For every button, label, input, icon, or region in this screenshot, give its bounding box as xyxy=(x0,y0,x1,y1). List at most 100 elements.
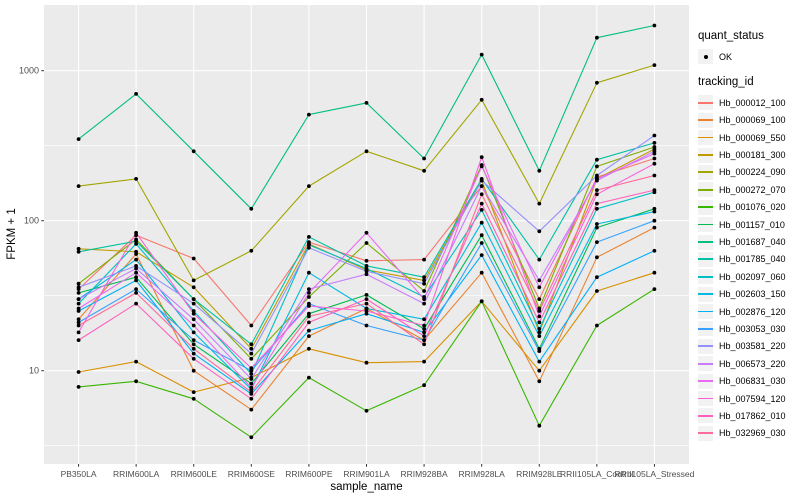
data-point xyxy=(652,188,657,193)
data-point xyxy=(76,281,81,286)
data-point xyxy=(307,243,311,247)
data-point xyxy=(422,327,426,331)
point-key-icon xyxy=(698,49,713,64)
data-point xyxy=(479,299,484,304)
data-point xyxy=(479,208,484,212)
data-point xyxy=(479,184,484,189)
data-point xyxy=(479,201,484,206)
line-key-icon xyxy=(698,182,713,198)
data-point xyxy=(249,435,254,440)
data-point xyxy=(134,264,139,268)
data-point xyxy=(422,330,426,335)
data-point xyxy=(364,301,369,306)
data-point xyxy=(364,258,369,263)
legend-entry: Hb_000012_100 xyxy=(698,95,798,111)
data-point xyxy=(595,240,599,245)
data-point xyxy=(479,155,484,160)
legend-entry: Hb_000181_300 xyxy=(698,147,798,163)
legend-entry: Hb_000272_070 xyxy=(698,182,798,198)
data-point xyxy=(422,275,426,280)
data-point xyxy=(134,301,139,306)
legend-label: Hb_006573_220 xyxy=(719,358,786,369)
legend-label: Hb_001687_040 xyxy=(719,237,786,248)
data-point xyxy=(537,278,542,283)
x-tick-label: RRIM928LA xyxy=(459,469,506,479)
tracking-id-entries: Hb_000012_100 Hb_000069_100 Hb_000069_550 H… xyxy=(698,95,798,441)
data-point xyxy=(191,396,196,401)
legend-title-tracking-id: tracking_id xyxy=(698,76,754,89)
data-point xyxy=(76,330,81,335)
data-point xyxy=(249,356,254,361)
legend-entry: Hb_017862_010 xyxy=(698,408,798,424)
data-point xyxy=(422,383,426,388)
data-point xyxy=(307,235,311,239)
line-key-icon xyxy=(698,425,713,441)
data-point xyxy=(479,178,484,183)
x-tick-label: RRIM600SE xyxy=(228,469,276,479)
data-point xyxy=(76,297,81,301)
data-point xyxy=(249,372,254,376)
data-point xyxy=(537,330,542,335)
data-point xyxy=(134,249,139,254)
data-point xyxy=(595,192,599,197)
x-tick-label: PB350LA xyxy=(61,469,97,479)
data-point xyxy=(307,328,311,333)
data-point xyxy=(422,281,426,286)
data-point xyxy=(249,381,254,386)
data-point xyxy=(652,225,657,230)
data-point xyxy=(537,201,542,206)
data-point xyxy=(364,323,369,328)
data-point xyxy=(76,246,81,251)
data-point xyxy=(422,323,426,328)
data-point xyxy=(249,323,254,328)
data-point xyxy=(479,220,484,225)
legend-label: Hb_002876_120 xyxy=(719,306,786,317)
data-point xyxy=(652,248,657,253)
data-point xyxy=(307,295,311,299)
data-point xyxy=(364,230,369,235)
legend-entry: Hb_003053_030 xyxy=(698,321,798,337)
legend-entry: Hb_001687_040 xyxy=(698,234,798,250)
data-point xyxy=(537,297,542,301)
data-point xyxy=(191,311,196,316)
data-point xyxy=(76,317,81,322)
line-key-icon xyxy=(698,338,713,354)
legend-entry: Hb_000069_550 xyxy=(698,130,798,146)
data-point xyxy=(191,346,196,351)
legend-entry: Hb_000069_100 xyxy=(698,112,798,128)
legend-label: Hb_001157_010 xyxy=(719,219,785,230)
data-point xyxy=(76,285,81,290)
data-point xyxy=(134,291,139,295)
line-key-icon xyxy=(698,95,713,111)
data-point xyxy=(595,323,599,328)
chart-layers: 10 100 1000 PB350LA RRIM600LA RRIM600LE RRIM60… xyxy=(19,5,695,479)
data-point xyxy=(191,309,196,313)
data-point xyxy=(76,323,81,328)
data-point xyxy=(652,173,657,178)
line-key-icon xyxy=(698,269,713,285)
data-point xyxy=(191,390,196,394)
legend-label: Hb_002097_060 xyxy=(719,271,786,282)
data-point xyxy=(307,291,311,295)
data-point xyxy=(595,157,599,162)
data-point xyxy=(134,275,139,280)
legend-entry: Hb_002876_120 xyxy=(698,304,798,320)
data-point xyxy=(652,161,657,166)
legend-label: Hb_003053_030 xyxy=(719,323,786,334)
data-point xyxy=(307,287,311,291)
data-point xyxy=(652,270,657,275)
data-point xyxy=(537,285,542,290)
data-point xyxy=(537,257,542,262)
x-tick-label: RRIM928LE xyxy=(516,469,563,479)
legend-entry: Hb_006573_220 xyxy=(698,356,798,372)
line-key-icon xyxy=(698,286,713,302)
data-point xyxy=(249,396,254,401)
data-point xyxy=(652,156,657,161)
data-point xyxy=(307,311,311,316)
legend-label: Hb_001785_040 xyxy=(719,254,786,265)
data-point xyxy=(249,407,254,412)
data-point xyxy=(249,346,254,351)
data-point xyxy=(479,52,484,57)
data-point xyxy=(249,368,254,373)
data-point xyxy=(191,278,196,283)
